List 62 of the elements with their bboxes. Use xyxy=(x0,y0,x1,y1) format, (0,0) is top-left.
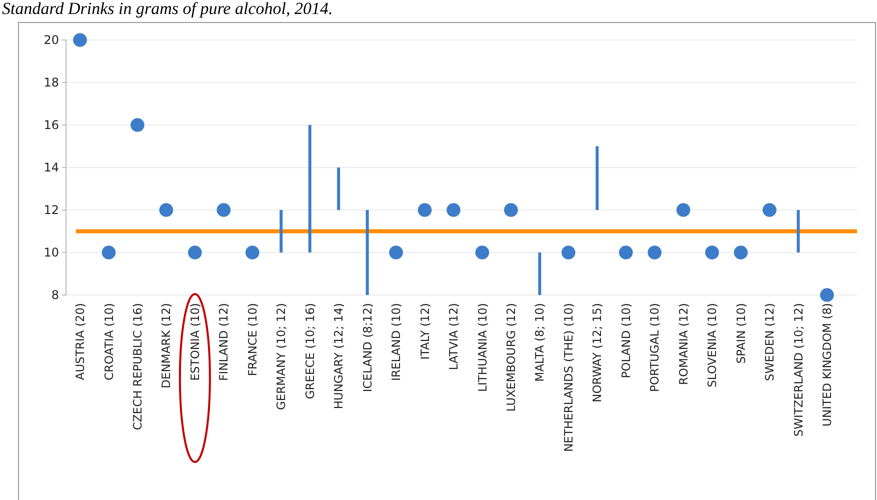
x-tick-label: ICELAND (8;12) xyxy=(360,303,374,392)
point xyxy=(418,203,432,217)
y-tick-label: 8 xyxy=(51,288,59,302)
x-tick-label: DENMARK (12) xyxy=(159,303,174,388)
x-tick-label: CROATIA (10) xyxy=(102,303,116,380)
point xyxy=(475,246,490,260)
bar xyxy=(796,210,800,252)
point xyxy=(73,33,87,47)
y-tick-label: 12 xyxy=(44,202,59,217)
point xyxy=(618,246,633,260)
point xyxy=(188,246,202,260)
bar xyxy=(596,146,599,210)
bar xyxy=(337,168,340,210)
bar xyxy=(280,210,283,252)
x-tick-label: UNITED KINGDOM (8) xyxy=(820,303,834,426)
x-tick-label: ESTONIA (10) xyxy=(188,303,202,381)
point xyxy=(159,203,174,217)
point xyxy=(446,203,460,217)
x-tick-label: SPAIN (10) xyxy=(734,303,748,364)
point xyxy=(762,203,776,217)
x-tick-label: SWITZERLAND (10; 12) xyxy=(791,303,806,437)
bar xyxy=(538,252,542,295)
chart-title: Standard Drinks in grams of pure alcohol, 2014. xyxy=(2,0,333,18)
point xyxy=(820,288,834,302)
point xyxy=(130,118,144,132)
x-tick-label: FRANCE (10) xyxy=(245,303,260,376)
x-tick-label: LUXEMBOURG (12) xyxy=(504,303,518,412)
x-tick-label: GREECE (10; 16) xyxy=(302,303,317,400)
x-tick-label: SLOVENIA (10) xyxy=(705,303,720,388)
y-tick-label: 14 xyxy=(44,160,59,174)
point xyxy=(102,246,116,260)
y-tick-label: 20 xyxy=(44,32,59,47)
x-tick-label: LITHUANIA (10) xyxy=(475,303,490,392)
x-tick-label: AUSTRIA (20) xyxy=(73,303,88,380)
bar xyxy=(366,210,369,295)
point xyxy=(216,203,231,217)
x-tick-label: POLAND (10) xyxy=(618,303,633,378)
x-tick-label: HUNGARY (12; 14) xyxy=(332,303,346,410)
point xyxy=(562,246,576,260)
x-tick-label: PORTUGAL (10) xyxy=(648,303,662,392)
y-tick-label: 16 xyxy=(44,118,59,132)
point xyxy=(504,203,518,217)
x-tick-label: SWEDEN (12) xyxy=(762,303,777,381)
point xyxy=(245,246,260,260)
x-tick-label: LATVIA (12) xyxy=(446,303,461,370)
point xyxy=(676,203,690,217)
point xyxy=(705,246,719,260)
point xyxy=(389,246,403,260)
x-tick-label: NORWAY (12; 15) xyxy=(590,303,604,402)
y-tick-label: 18 xyxy=(44,75,59,90)
point xyxy=(648,246,662,260)
x-tick-label: IRELAND (10) xyxy=(389,303,404,381)
x-tick-label: ROMANIA (12) xyxy=(676,303,690,385)
x-tick-label: GERMANY (10; 12) xyxy=(274,303,288,410)
bar xyxy=(308,125,312,252)
x-tick-label: CZECH REPUBLIC (16) xyxy=(130,303,144,430)
x-tick-label: NETHERLANDS (THE) (10) xyxy=(561,303,576,452)
x-tick-label: MALTA (8; 10) xyxy=(532,303,547,382)
point xyxy=(734,246,748,260)
y-tick-label: 10 xyxy=(44,245,59,260)
x-tick-label: FINLAND (12) xyxy=(216,303,231,381)
x-tick-label: ITALY (12) xyxy=(418,303,432,360)
